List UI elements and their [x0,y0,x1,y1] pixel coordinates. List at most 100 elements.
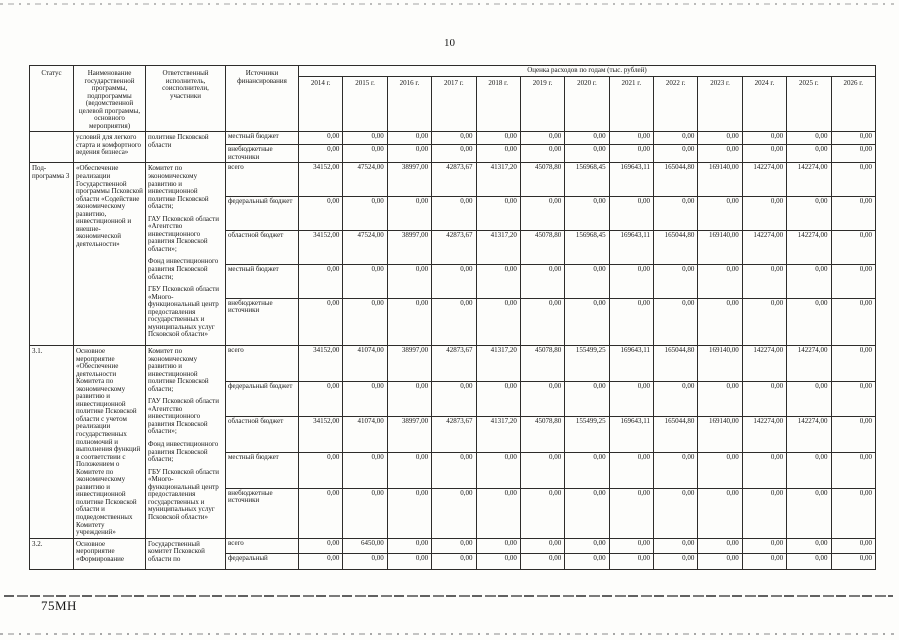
value-cell: 0,00 [697,297,743,346]
funding-row: федеральный бюджет 0,00 0,00 0,00 0,00 0,00 0,… [30,196,876,232]
value-cell: 0,00 [386,487,433,539]
value-cell: 0,00 [830,162,876,198]
value-cell: 38997,00 [386,230,433,265]
value-cell: 0,00 [741,264,788,299]
value-cell: 0,00 [386,264,433,299]
value-cell: 0,00 [608,487,655,539]
table-clip: Статус Наименование государственной прогр… [29,65,877,596]
value-cell: 0,00 [475,196,521,232]
value-cell: 0,00 [342,196,388,232]
value-cell: 142274,00 [741,344,788,382]
value-cell: 0,00 [608,144,655,164]
value-cell: 156968,45 [564,162,610,198]
funding-row: внебюджетные источники 0,00 0,00 0,00 0,00 0,… [30,144,876,164]
value-cell: 155499,25 [564,416,610,454]
funding-source-cell: всего [225,344,299,382]
year-column-header: 2016 г. [386,75,433,133]
value-cell: 0,00 [652,452,699,489]
value-cell: 6450,00 [342,537,388,555]
year-column-header: 2022 г. [652,75,699,133]
program-name-column-header: Наименование государственной программы, … [73,65,146,133]
value-cell: 0,00 [786,196,832,232]
value-cell: 0,00 [342,553,388,571]
executor-paragraph: Комитет по экономическому развитию и инв… [148,164,209,211]
funding-row: федеральный бюджет 0,00 0,00 0,00 0,00 0,00 0,… [30,380,876,418]
value-cell: 45078,80 [519,344,566,382]
value-cell: 0,00 [564,297,610,346]
value-cell: 0,00 [297,144,344,164]
value-cell: 0,00 [431,264,477,299]
value-cell: 0,00 [342,264,388,299]
value-cell: 0,00 [652,553,699,571]
value-cell: 0,00 [475,297,521,346]
value-cell: 0,00 [475,264,521,299]
footer-code: 75МН [41,598,77,613]
status-column-header: Статус [29,65,74,133]
funding-source-cell: всего [225,162,299,198]
value-cell: 0,00 [297,537,344,555]
value-cell: 0,00 [608,452,655,489]
value-cell: 0,00 [697,196,743,232]
year-column-header: 2024 г. [741,75,788,133]
value-cell: 0,00 [297,380,344,418]
year-column-header: 2026 г. [830,75,876,133]
value-cell: 0,00 [431,297,477,346]
value-cell: 0,00 [297,452,344,489]
funding-source-cell: местный бюджет [225,264,299,299]
value-cell: 0,00 [342,380,388,418]
value-cell: 156968,45 [564,230,610,265]
executor-column-header: Ответственный исполнитель, соисполнители… [145,65,226,133]
value-cell: 0,00 [741,537,788,555]
value-cell: 0,00 [564,144,610,164]
value-cell: 0,00 [697,452,743,489]
value-cell: 0,00 [564,452,610,489]
value-cell: 0,00 [830,264,876,299]
funding-row: местный бюджет 0,00 0,00 0,00 0,00 0,00 0,00 0,… [30,452,876,489]
funding-row: 3.2. Основное мероприятие «Формирование Го… [29,537,876,571]
value-cell: 165044,80 [652,344,699,382]
funding-source-cell: областной бюджет [225,230,299,265]
funding-source-column-header: Источники финансирования [225,65,299,133]
value-cell: 0,00 [652,487,699,539]
value-cell: 0,00 [519,131,566,146]
funding-row: условий для легкого старта и комфортного… [29,131,876,164]
value-cell: 34152,00 [297,344,344,382]
executor-cell: Государственный комитет Псковской област… [145,537,226,571]
value-cell: 142274,00 [786,344,832,382]
value-cell: 0,00 [741,487,788,539]
value-cell: 142274,00 [741,162,788,198]
value-cell: 0,00 [431,380,477,418]
executor-paragraph: Фонд инвестиционного развития Псковской … [148,439,219,464]
value-cell: 0,00 [564,487,610,539]
value-cell: 142274,00 [741,416,788,454]
funding-source-cell: внебюджетные источники [225,297,299,346]
value-cell: 0,00 [297,264,344,299]
funding-source-cell: местный бюджет [225,452,299,489]
executor-paragraph: ГБУ Псковской области «Много-функциональ… [148,467,220,521]
value-cell: 0,00 [342,297,388,346]
value-cell: 41317,20 [475,344,521,382]
value-cell: 0,00 [697,380,743,418]
value-cell: 0,00 [786,264,832,299]
value-cell: 0,00 [431,537,477,555]
value-cell: 0,00 [386,380,433,418]
value-cell: 0,00 [741,452,788,489]
value-cell: 0,00 [741,144,788,164]
value-cell: 0,00 [519,196,566,232]
value-cell: 0,00 [830,131,876,146]
value-cell: 0,00 [431,487,477,539]
value-cell: 0,00 [386,537,433,555]
value-cell: 0,00 [786,537,832,555]
year-column-header: 2023 г. [697,75,743,133]
value-cell: 0,00 [741,196,788,232]
executor-paragraph: ГАУ Псковской области «Агентство инвести… [148,397,219,436]
value-cell: 0,00 [475,452,521,489]
value-cell: 0,00 [830,487,876,539]
value-cell: 169140,00 [697,416,743,454]
value-cell: 0,00 [786,452,832,489]
value-cell: 0,00 [564,196,610,232]
value-cell: 0,00 [608,553,655,571]
value-cell: 0,00 [431,131,477,146]
status-cell: Под-программа 3 [29,162,74,346]
value-cell: 165044,80 [652,162,699,198]
